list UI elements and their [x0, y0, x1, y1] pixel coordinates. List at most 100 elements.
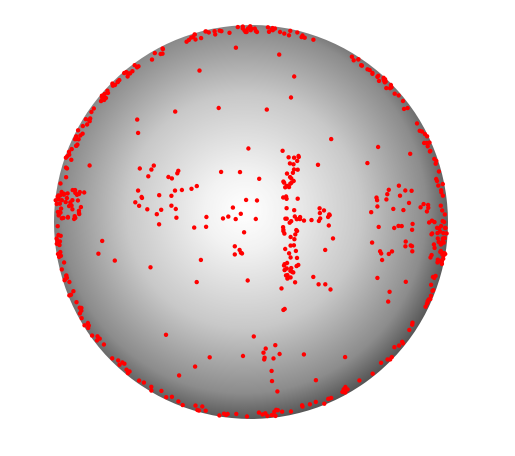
point	[62, 278, 67, 283]
point	[281, 227, 286, 232]
point	[291, 178, 296, 184]
point	[417, 128, 422, 133]
point	[117, 362, 122, 367]
point	[403, 279, 408, 284]
point	[376, 78, 382, 84]
point	[375, 275, 380, 281]
point	[410, 221, 415, 227]
point	[241, 230, 247, 235]
point	[318, 216, 323, 221]
point	[317, 210, 323, 216]
point	[388, 82, 394, 88]
point	[443, 251, 448, 257]
point	[70, 198, 75, 203]
point	[400, 98, 406, 104]
point	[233, 216, 238, 222]
point	[105, 88, 110, 93]
point	[139, 195, 145, 201]
point	[192, 364, 198, 369]
point	[284, 266, 289, 271]
point	[321, 208, 327, 213]
point	[57, 239, 63, 244]
point	[57, 193, 63, 198]
point	[269, 378, 275, 384]
point	[295, 30, 300, 35]
point	[329, 395, 334, 401]
point	[145, 207, 150, 212]
point	[295, 167, 300, 172]
point	[273, 413, 278, 419]
point	[403, 244, 408, 249]
point	[435, 236, 440, 241]
point	[180, 402, 185, 408]
point	[176, 168, 181, 173]
point	[379, 257, 385, 263]
point	[69, 146, 74, 152]
point	[389, 354, 394, 360]
point	[193, 403, 198, 408]
point	[410, 322, 415, 327]
point	[440, 181, 445, 187]
point	[283, 216, 288, 221]
point	[370, 371, 375, 376]
point	[301, 352, 307, 357]
point	[233, 45, 239, 50]
point	[389, 249, 395, 254]
point	[424, 134, 430, 139]
point	[237, 169, 243, 175]
point	[193, 37, 198, 42]
point	[284, 206, 289, 211]
point	[311, 37, 316, 42]
point	[322, 401, 327, 406]
point	[409, 227, 415, 232]
point	[432, 219, 437, 225]
point	[300, 404, 305, 409]
point	[349, 54, 355, 59]
point	[245, 278, 250, 283]
point	[58, 181, 63, 186]
point	[273, 343, 278, 348]
point	[179, 187, 185, 193]
point	[401, 207, 406, 213]
point	[356, 57, 361, 62]
point	[425, 298, 430, 304]
point	[294, 255, 300, 261]
point	[240, 24, 245, 29]
point	[375, 74, 380, 80]
point	[313, 399, 318, 405]
point	[174, 215, 179, 220]
point	[375, 144, 381, 150]
point	[296, 154, 301, 160]
point	[203, 408, 208, 413]
point	[84, 122, 90, 127]
point	[252, 26, 257, 31]
point	[103, 95, 109, 101]
point	[207, 355, 212, 360]
point	[244, 414, 250, 419]
point	[301, 218, 307, 223]
point	[149, 388, 154, 393]
point	[100, 238, 105, 244]
point	[94, 338, 100, 343]
point	[432, 245, 437, 251]
point	[291, 243, 297, 248]
point	[101, 342, 107, 347]
point	[235, 24, 240, 30]
point	[86, 323, 92, 328]
point	[293, 248, 299, 254]
point	[418, 205, 423, 210]
point	[328, 287, 333, 292]
point	[227, 30, 232, 35]
point	[311, 274, 316, 280]
point	[382, 78, 387, 84]
point	[396, 183, 402, 188]
point	[292, 237, 297, 242]
point	[385, 192, 390, 197]
point	[67, 293, 72, 298]
point	[135, 188, 141, 193]
point	[286, 184, 292, 190]
sphere	[54, 25, 448, 419]
point	[291, 162, 296, 167]
point	[87, 119, 92, 124]
